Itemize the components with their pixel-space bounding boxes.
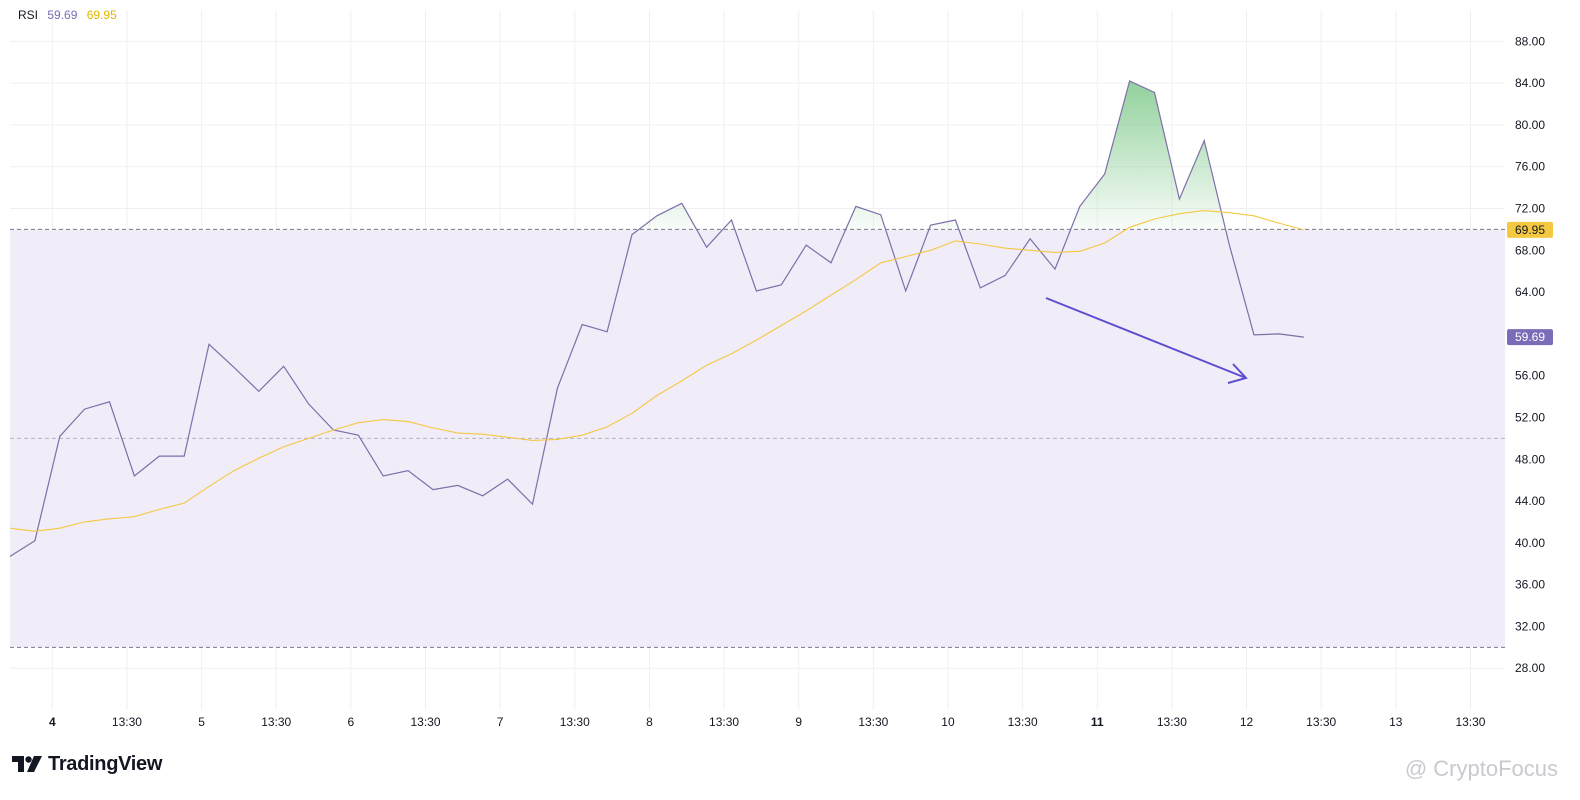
y-tick-label: 28.00 — [1515, 661, 1545, 675]
x-tick-label: 13:30 — [410, 715, 440, 729]
x-tick-label: 10 — [941, 715, 955, 729]
y-tick-label: 72.00 — [1515, 202, 1545, 216]
x-tick-label: 13:30 — [261, 715, 291, 729]
tradingview-logo-icon — [12, 756, 42, 772]
x-tick-label: 13:30 — [858, 715, 888, 729]
overbought-fill — [638, 81, 1226, 230]
y-tick-label: 36.00 — [1515, 578, 1545, 592]
arrow-head — [1227, 363, 1248, 384]
legend-ma-value: 69.95 — [86, 8, 117, 22]
x-tick-label: 8 — [646, 715, 653, 729]
price-axis[interactable]: 28.00 32.00 36.00 40.00 44.00 48.00 52.00 56.00… — [1515, 34, 1545, 675]
y-tick-label: 40.00 — [1515, 536, 1545, 550]
x-tick-label: 13:30 — [1306, 715, 1336, 729]
x-tick-label: 12 — [1240, 715, 1254, 729]
legend-rsi-value: 59.69 — [47, 8, 78, 22]
y-tick-label: 44.00 — [1515, 494, 1545, 508]
value-tags: 69.95 59.69 — [1507, 221, 1553, 346]
indicator-legend[interactable]: RSI 59.69 69.95 — [18, 8, 123, 22]
legend-name: RSI — [18, 8, 39, 22]
tradingview-brand[interactable]: TradingView — [12, 752, 162, 776]
brand-name: TradingView — [48, 752, 163, 775]
ma-value-tag-bg — [1507, 221, 1553, 238]
rsi-ma-series-line — [9, 210, 1304, 532]
y-tick-label: 88.00 — [1515, 34, 1545, 48]
watermark: @ CryptoFocus — [1404, 756, 1558, 781]
x-tick-label: 13:30 — [709, 715, 739, 729]
y-tick-label: 84.00 — [1515, 76, 1545, 90]
y-tick-label: 80.00 — [1515, 118, 1545, 132]
x-tick-label: 4 — [49, 715, 56, 729]
y-tick-label: 76.00 — [1515, 160, 1545, 174]
x-tick-label: 9 — [795, 715, 802, 729]
x-tick-label: 13:30 — [1455, 715, 1485, 729]
y-tick-label: 68.00 — [1515, 243, 1545, 257]
y-tick-label: 52.00 — [1515, 410, 1545, 424]
x-tick-label: 13 — [1389, 715, 1403, 729]
rsi-series-line — [9, 80, 1304, 557]
y-tick-label: 32.00 — [1515, 619, 1545, 633]
series-group — [9, 80, 1304, 557]
x-tick-label: 11 — [1091, 715, 1104, 729]
y-tick-label: 48.00 — [1515, 452, 1545, 466]
rsi-value-tag: 59.69 — [1515, 330, 1545, 344]
x-tick-label: 5 — [198, 715, 205, 729]
x-tick-label: 13:30 — [1157, 715, 1187, 729]
y-tick-label: 64.00 — [1515, 285, 1545, 299]
x-tick-label: 13:30 — [560, 715, 590, 729]
x-tick-label: 6 — [348, 715, 355, 729]
x-tick-label: 13:30 — [112, 715, 142, 729]
trend-arrow — [1045, 297, 1248, 384]
x-tick-label: 7 — [497, 715, 504, 729]
x-tick-label: 13:30 — [1008, 715, 1038, 729]
y-tick-label: 56.00 — [1515, 369, 1545, 383]
arrow-shaft — [1045, 297, 1247, 379]
ma-value-tag: 69.95 — [1515, 223, 1545, 237]
rsi-value-tag-bg — [1507, 329, 1553, 346]
rsi-band-fill — [10, 229, 1505, 648]
time-axis[interactable]: 4 13:30 5 13:30 6 13:30 7 13:30 8 13:30 9 13:30 10 13… — [49, 715, 1486, 729]
